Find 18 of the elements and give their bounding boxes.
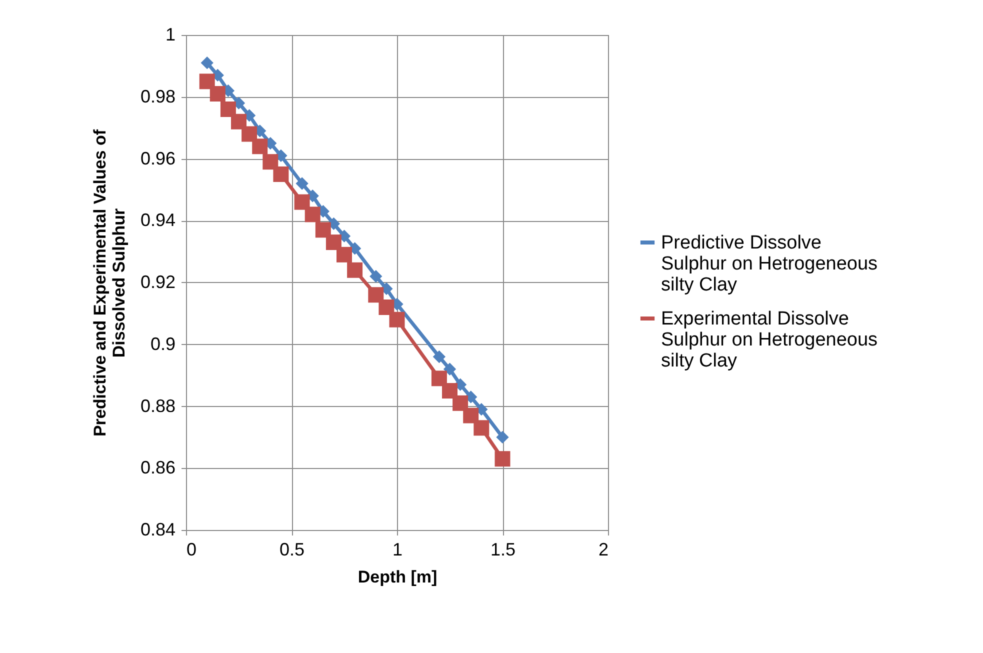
y-tick-label: 0.94 xyxy=(140,210,176,230)
y-tick-label: 0.92 xyxy=(140,272,176,292)
y-tick-label: 0.9 xyxy=(150,334,176,354)
x-tick-label: 1 xyxy=(392,540,403,560)
x-tick-label: 0 xyxy=(186,540,197,560)
x-axis-title: Depth [m] xyxy=(358,568,438,586)
legend-label: Experimental Dissolve Sulphur on Hetrogeneous silty Clay xyxy=(661,308,878,372)
y-axis-title: Predictive and Experimental Values of Dissolved Sulphur xyxy=(90,129,128,437)
legend-label: Predictive Dissolve Sulphur on Hetrogeneous silty Clay xyxy=(661,232,878,296)
y-tick-label: 0.96 xyxy=(140,148,176,168)
x-tick-label: 1.5 xyxy=(490,540,516,560)
y-tick-label: 0.84 xyxy=(140,520,176,540)
x-tick-label: 2 xyxy=(598,540,608,560)
y-tick-label: 0.86 xyxy=(140,458,176,478)
y-tick-label: 0.88 xyxy=(140,396,176,416)
x-tick-label: 0.5 xyxy=(279,540,305,560)
y-tick-label: 1 xyxy=(165,24,176,44)
y-tick-label: 0.98 xyxy=(140,86,176,106)
